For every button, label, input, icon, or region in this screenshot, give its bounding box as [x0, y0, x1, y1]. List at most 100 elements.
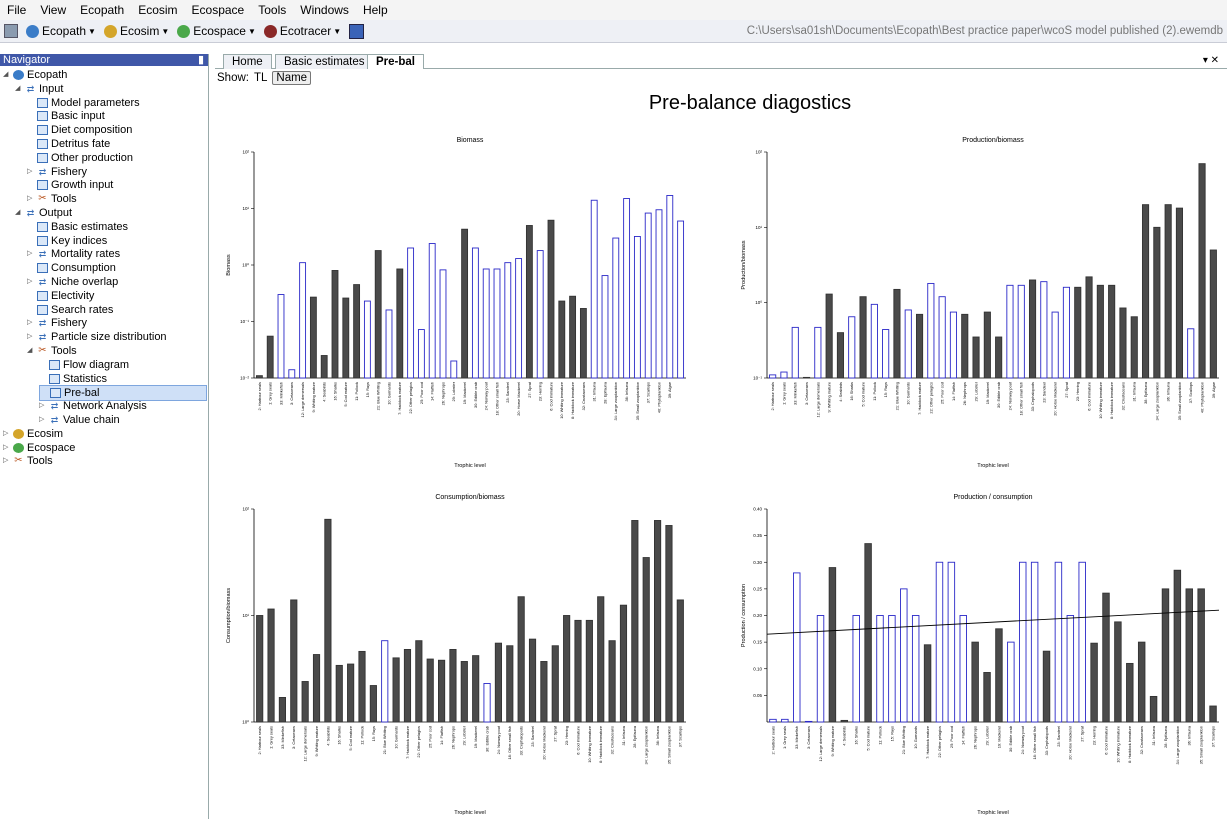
- dropdown-arrow-icon[interactable]: ▼: [333, 26, 342, 36]
- bar: [347, 663, 355, 723]
- expander-icon[interactable]: ◢: [15, 84, 21, 92]
- output-icon: ⇄: [38, 277, 47, 287]
- x-tick-label: 40: Phytoplankton: [1199, 382, 1204, 413]
- x-tick-label: 29: Lobster: [973, 381, 978, 401]
- show-option-tl[interactable]: TL: [253, 72, 268, 84]
- dropdown-arrow-icon[interactable]: ▼: [88, 26, 96, 36]
- save-icon[interactable]: [0, 21, 22, 41]
- expander-icon[interactable]: ▷: [39, 402, 45, 410]
- output-icon: ⇄: [38, 318, 47, 329]
- expander-icon[interactable]: ▷: [3, 443, 9, 451]
- dropdown-arrow-icon[interactable]: ▼: [247, 26, 256, 36]
- x-tick-label: 10: Gurnards: [394, 726, 399, 749]
- nav-item-basic-estimates[interactable]: Basic estimates: [27, 220, 128, 234]
- expander-icon[interactable]: ◢: [27, 347, 33, 354]
- menu-file[interactable]: File: [7, 3, 27, 17]
- bar: [1141, 204, 1150, 379]
- expander-icon[interactable]: ◢: [3, 71, 9, 78]
- menu-ecospace[interactable]: Ecospace: [191, 3, 245, 17]
- nav-item-detritus-fate[interactable]: Detritus fate: [27, 137, 110, 151]
- bar: [983, 672, 991, 723]
- show-option-name[interactable]: Name: [272, 71, 312, 85]
- ecospace-toolbar-button[interactable]: Ecospace ▼: [173, 21, 260, 41]
- model-icon[interactable]: [345, 21, 368, 41]
- nav-item-consumption[interactable]: Consumption: [27, 261, 116, 275]
- nav-item-output[interactable]: ◢ ⇄ Output: [15, 206, 72, 220]
- nav-item-value-chain[interactable]: ▷ ⇄ Value chain: [39, 413, 120, 427]
- form-icon: [49, 373, 60, 384]
- nav-item-particle-size-distribution[interactable]: ▷ ⇄ Particle size distribution: [27, 330, 167, 344]
- x-tick-label: 10: Gurnards: [906, 382, 911, 405]
- x-tick-label: 20: Horse Mackerel: [541, 726, 546, 760]
- nav-item-niche-overlap[interactable]: ▷ ⇄ Niche overlap: [27, 275, 118, 289]
- menu-ecosim[interactable]: Ecosim: [138, 3, 178, 17]
- expander-icon[interactable]: ▷: [27, 333, 33, 341]
- ecopath-toolbar-button[interactable]: Ecopath ▼: [22, 21, 100, 41]
- nav-item-pre-bal[interactable]: Pre-bal: [39, 385, 207, 402]
- expander-icon[interactable]: ▷: [39, 416, 45, 423]
- nav-item-fishery[interactable]: ▷ ⇄ Fishery: [27, 165, 87, 179]
- bar: [644, 212, 652, 379]
- x-tick-label: 14: Flatfish: [961, 726, 966, 745]
- y-tick-label: 0.05: [753, 693, 762, 698]
- menu-ecopath[interactable]: Ecopath: [80, 3, 125, 17]
- nav-item-basic-input[interactable]: Basic input: [27, 109, 105, 123]
- nav-item-input[interactable]: ◢ ⇄ Input: [15, 82, 63, 96]
- menu-help[interactable]: Help: [362, 3, 388, 17]
- nav-item-tools[interactable]: ▷ ✂ Tools: [27, 192, 77, 206]
- menu-windows[interactable]: Windows: [300, 3, 349, 17]
- nav-item-label: Detritus fate: [51, 138, 111, 150]
- x-tick-label: 18: Other small fish: [1019, 382, 1024, 416]
- menu-view[interactable]: View: [40, 3, 67, 17]
- tab-basic-estimates[interactable]: Basic estimates: [275, 54, 374, 69]
- toolbar-button-label: Ecosim: [119, 24, 160, 38]
- expander-icon[interactable]: ▷: [27, 167, 33, 175]
- nav-item-ecospace[interactable]: ▷ Ecospace: [3, 441, 75, 455]
- ecosim-toolbar-button[interactable]: Ecosim ▼: [100, 21, 173, 41]
- x-tick-label: 35: Small zooplankton: [1199, 726, 1204, 764]
- tab-pre-bal[interactable]: Pre-bal: [367, 54, 424, 69]
- nav-item-network-analysis[interactable]: ▷ ⇄ Network Analysis: [39, 399, 147, 413]
- expander-icon[interactable]: ▷: [3, 429, 9, 437]
- expander-icon[interactable]: ◢: [15, 209, 21, 216]
- nav-item-flow-diagram[interactable]: Flow diagram: [39, 358, 129, 372]
- form-icon: [37, 152, 48, 163]
- x-axis-label: Trophic level: [977, 810, 1009, 816]
- ecotracer-toolbar-button[interactable]: Ecotracer ▼: [260, 21, 345, 41]
- ecosim-icon: [103, 24, 117, 38]
- pin-icon[interactable]: ▮: [197, 54, 204, 66]
- x-tick-label: 33: Minkefish: [278, 382, 283, 405]
- nav-item-electivity[interactable]: Electivity: [27, 289, 94, 303]
- bar: [255, 375, 263, 379]
- nav-item-diet-composition[interactable]: Diet composition: [27, 123, 132, 137]
- nav-item-key-indices[interactable]: Key indices: [27, 234, 107, 248]
- nav-item-tools[interactable]: ◢ ✂ Tools: [27, 344, 77, 358]
- nav-item-ecosim[interactable]: ▷ Ecosim: [3, 427, 63, 441]
- chart-production-consumption: Production / consumption 0.05 0.10 0.15 0.20…: [741, 494, 1220, 816]
- bar: [828, 567, 837, 723]
- nav-item-statistics[interactable]: Statistics: [39, 372, 107, 386]
- menu-tools[interactable]: Tools: [258, 3, 287, 17]
- x-tick-label: 33: Minkefish: [793, 382, 798, 405]
- x-tick-label: 16: Sharks: [332, 382, 337, 401]
- nav-item-growth-input[interactable]: Growth input: [27, 178, 113, 192]
- close-icon[interactable]: ▾ ✕: [1202, 55, 1219, 66]
- dropdown-arrow-icon[interactable]: ▼: [161, 26, 170, 36]
- expander-icon[interactable]: ▷: [27, 278, 33, 285]
- bar: [331, 270, 339, 379]
- nav-item-other-production[interactable]: Other production: [27, 151, 133, 165]
- nav-item-ecopath[interactable]: ◢ Ecopath: [3, 68, 67, 82]
- nav-item-model-parameters[interactable]: Model parameters: [27, 96, 140, 110]
- expander-icon[interactable]: ▷: [27, 319, 33, 327]
- input-icon: ⇄: [26, 83, 35, 94]
- expander-icon[interactable]: ▷: [27, 250, 33, 258]
- expander-icon[interactable]: ▷: [27, 195, 33, 203]
- x-tick-label: 25: Poor cod: [428, 726, 433, 748]
- nav-item-mortality-rates[interactable]: ▷ ⇄ Mortality rates: [27, 247, 120, 261]
- tab-home[interactable]: Home: [223, 54, 272, 69]
- nav-item-label: Other production: [51, 151, 133, 164]
- nav-item-tools[interactable]: ▷ ✂ Tools: [3, 454, 53, 468]
- expander-icon[interactable]: ▷: [3, 457, 9, 465]
- nav-item-search-rates[interactable]: Search rates: [27, 303, 113, 317]
- nav-item-fishery[interactable]: ▷ ⇄ Fishery: [27, 316, 87, 330]
